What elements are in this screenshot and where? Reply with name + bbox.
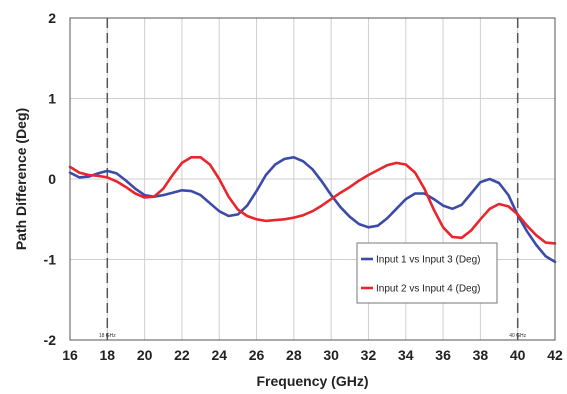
x-tick-label: 22	[174, 347, 190, 363]
plot-area-border	[69, 17, 556, 341]
x-tick-label: 38	[473, 347, 489, 363]
legend-label: Input 2 vs Input 4 (Deg)	[376, 284, 481, 295]
x-tick-label: 30	[323, 347, 339, 363]
y-axis-title: Path Difference (Deg)	[13, 108, 29, 250]
y-tick-label: -2	[44, 332, 57, 348]
legend: Input 1 vs Input 3 (Deg) Input 2 vs Input…	[356, 242, 498, 304]
x-tick-label: 34	[398, 347, 414, 363]
x-axis-title: Frequency (GHz)	[256, 373, 368, 389]
y-tick-label: 1	[48, 91, 56, 107]
x-tick-label: 40	[510, 347, 526, 363]
x-tick-label: 32	[361, 347, 377, 363]
x-tick-label: 36	[435, 347, 451, 363]
y-tick-label: -1	[44, 252, 57, 268]
x-tick-label: 16	[62, 347, 78, 363]
x-tick-label: 18	[100, 347, 116, 363]
x-tick-label: 24	[211, 347, 227, 363]
y-tick-labels: -2 -1 0 1 2	[44, 10, 57, 348]
legend-label: Input 1 vs Input 3 (Deg)	[376, 255, 481, 266]
x-tick-labels: 16 18 20 22 24 26 28 30 32 34 36 38 40 42	[62, 347, 563, 363]
legend-box	[356, 242, 498, 304]
x-tick-label: 20	[137, 347, 153, 363]
series-group	[68, 156, 557, 264]
series-line	[68, 156, 557, 245]
x-tick-label: 42	[547, 347, 563, 363]
x-tick-label: 28	[286, 347, 302, 363]
frequency-markers: 18 GHz 40 GHz	[99, 18, 527, 340]
y-tick-label: 0	[48, 171, 56, 187]
x-tick-label: 26	[249, 347, 265, 363]
marker-label: 40 GHz	[509, 333, 526, 339]
marker-label: 18 GHz	[99, 333, 116, 339]
y-tick-label: 2	[48, 10, 56, 26]
